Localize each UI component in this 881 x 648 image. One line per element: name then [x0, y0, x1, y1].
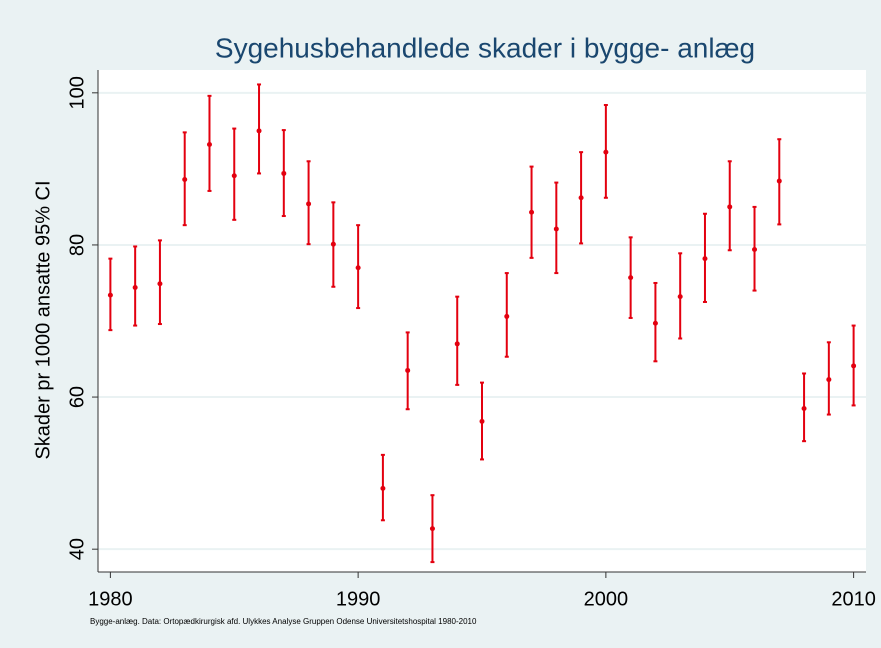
point — [132, 285, 138, 291]
point — [578, 195, 584, 201]
point — [306, 201, 312, 207]
point — [529, 209, 535, 215]
point — [628, 275, 634, 281]
chart-title: Sygehusbehandlede skader i bygge- anlæg — [215, 32, 755, 63]
y-tick-label: 40 — [66, 538, 88, 560]
point — [752, 247, 758, 253]
x-tick-label: 2010 — [831, 588, 876, 610]
x-tick-label: 1980 — [88, 588, 133, 610]
point — [281, 170, 287, 176]
point — [851, 363, 857, 369]
point — [405, 367, 411, 373]
point — [206, 142, 212, 148]
x-tick-label: 2000 — [584, 588, 629, 610]
y-tick-label: 100 — [66, 76, 88, 109]
point — [454, 341, 460, 347]
point — [355, 265, 361, 271]
point — [330, 241, 336, 247]
point — [677, 294, 683, 300]
point — [553, 226, 559, 232]
point — [479, 418, 485, 424]
plot-region — [98, 70, 866, 572]
point — [429, 526, 435, 532]
point — [380, 485, 386, 491]
point — [256, 128, 262, 134]
point — [157, 281, 163, 287]
point — [107, 292, 113, 298]
point — [182, 177, 188, 183]
point — [702, 256, 708, 262]
y-tick-label: 60 — [66, 386, 88, 408]
y-axis-label: Skader pr 1000 ansatte 95% CI — [32, 180, 54, 459]
point — [603, 149, 609, 155]
point — [727, 204, 733, 210]
y-tick-label: 80 — [66, 234, 88, 256]
point — [826, 377, 832, 383]
point — [801, 405, 807, 411]
point — [231, 173, 237, 179]
point — [776, 178, 782, 184]
x-tick-label: 1990 — [336, 588, 381, 610]
note: Bygge-anlæg. Data: Ortopædkirurgisk afd.… — [90, 617, 477, 626]
point — [652, 320, 658, 326]
point — [504, 313, 510, 319]
